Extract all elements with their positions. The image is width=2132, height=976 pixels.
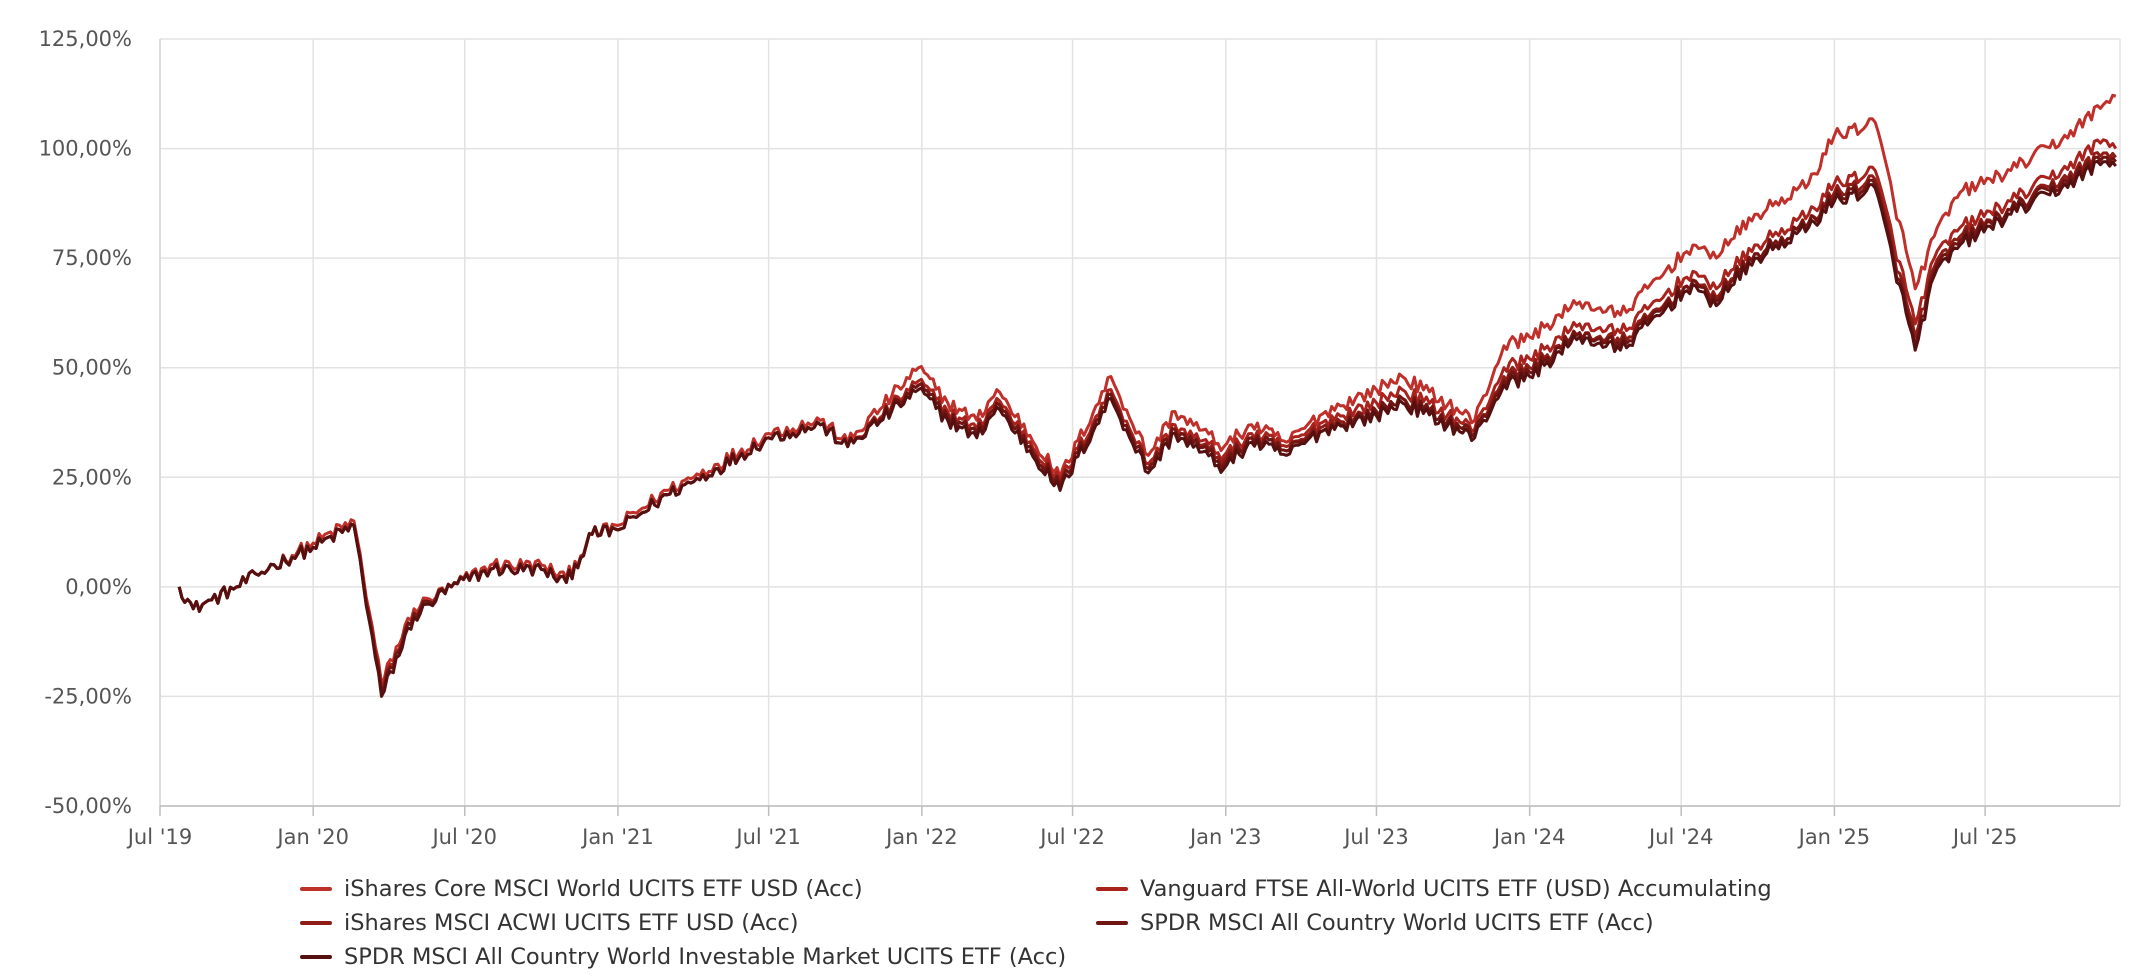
- legend-label: iShares MSCI ACWI UCITS ETF USD (Acc): [344, 910, 799, 936]
- y-tick-label: 0,00%: [65, 575, 132, 599]
- series-layer: [177, 93, 2118, 698]
- legend-swatch: [1096, 921, 1128, 925]
- y-tick-label: 50,00%: [52, 356, 132, 380]
- axis-layer: -50,00% -25,00% 0,00% 25,00% 50,00% 75,00% 100…: [39, 27, 2121, 849]
- legend-label: iShares Core MSCI World UCITS ETF USD (A…: [344, 876, 863, 902]
- x-tick-label: Jul '25: [1951, 825, 2018, 849]
- x-tick-label: Jul '19: [126, 825, 193, 849]
- x-tick-label: Jul '24: [1647, 825, 1714, 849]
- legend-item[interactable]: iShares Core MSCI World UCITS ETF USD (A…: [300, 874, 863, 904]
- legend-swatch: [300, 921, 332, 925]
- legend-item[interactable]: Vanguard FTSE All-World UCITS ETF (USD) …: [1096, 874, 1772, 904]
- x-tick-label: Jan '20: [275, 825, 349, 849]
- x-tick-label: Jan '24: [1492, 825, 1566, 849]
- series-line[interactable]: [177, 159, 2117, 698]
- legend-label: SPDR MSCI All Country World UCITS ETF (A…: [1140, 910, 1654, 936]
- y-tick-label: 75,00%: [52, 246, 132, 270]
- legend-label: Vanguard FTSE All-World UCITS ETF (USD) …: [1140, 876, 1772, 902]
- legend-swatch: [300, 955, 332, 959]
- y-tick-label: 100,00%: [39, 137, 132, 161]
- x-tick-label: Jan '25: [1797, 825, 1871, 849]
- series-line[interactable]: [177, 138, 2118, 690]
- y-tick-label: -25,00%: [44, 684, 132, 708]
- x-tick-label: Jan '22: [884, 825, 958, 849]
- y-tick-label: -50,00%: [44, 794, 132, 818]
- x-tick-label: Jul '21: [734, 825, 801, 849]
- legend-item[interactable]: SPDR MSCI All Country World Investable M…: [300, 942, 1066, 972]
- x-tick-label: Jul '23: [1342, 825, 1409, 849]
- series-line[interactable]: [177, 151, 2117, 694]
- y-tick-label: 125,00%: [39, 27, 132, 51]
- series-line[interactable]: [177, 155, 2117, 694]
- grid-layer: [159, 38, 2120, 807]
- legend-item[interactable]: SPDR MSCI All Country World UCITS ETF (A…: [1096, 908, 1654, 938]
- y-tick-label: 25,00%: [52, 465, 132, 489]
- x-tick-label: Jan '23: [1188, 825, 1262, 849]
- legend-swatch: [1096, 887, 1128, 891]
- legend-item[interactable]: iShares MSCI ACWI UCITS ETF USD (Acc): [300, 908, 799, 938]
- x-tick-label: Jul '22: [1038, 825, 1105, 849]
- legend-label: SPDR MSCI All Country World Investable M…: [344, 944, 1067, 970]
- line-chart: -50,00% -25,00% 0,00% 25,00% 50,00% 75,00% 100…: [39, 27, 2121, 849]
- x-tick-label: Jul '20: [430, 825, 497, 849]
- series-line[interactable]: [177, 93, 2117, 685]
- x-tick-label: Jan '21: [580, 825, 654, 849]
- legend-swatch: [300, 887, 332, 891]
